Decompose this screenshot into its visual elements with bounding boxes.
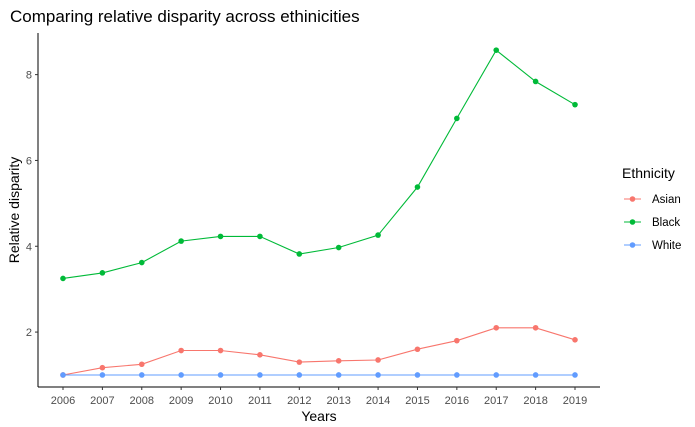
x-tick-label: 2012 <box>287 395 311 407</box>
data-point-white <box>375 372 381 378</box>
data-point-asian <box>138 361 145 368</box>
legend-title: Ethnicity <box>622 165 675 181</box>
data-point-black <box>138 259 145 266</box>
data-point-white <box>335 372 342 378</box>
x-tick-label: 2019 <box>563 395 587 407</box>
data-point-white <box>414 372 421 378</box>
x-tick-label: 2008 <box>130 395 154 407</box>
legend-item-asian: Asian <box>624 194 681 206</box>
data-point-white <box>493 372 500 378</box>
data-point-white <box>257 372 263 378</box>
x-tick-label: 2018 <box>523 395 547 407</box>
data-point-asian <box>532 324 539 331</box>
data-point-white <box>178 372 184 378</box>
legend-key-point <box>629 219 636 225</box>
data-point-asian <box>414 346 421 353</box>
legend-label: Black <box>652 217 680 229</box>
x-axis-title: Years <box>301 408 336 424</box>
data-point-black <box>375 232 381 238</box>
legend: Ethnicity Asian Black White <box>622 165 681 252</box>
series-asian <box>60 324 578 378</box>
data-point-asian <box>335 358 342 364</box>
plot-area: 2 4 6 8 2006 2007 2008 2009 2010 2011 2012 2013 201… <box>26 33 600 407</box>
x-tick-label: 2010 <box>208 395 232 407</box>
legend-item-black: Black <box>624 217 680 229</box>
data-point-black <box>296 251 303 257</box>
data-point-black <box>493 47 500 53</box>
legend-key-point <box>629 196 636 202</box>
x-tick-label: 2016 <box>445 395 469 407</box>
data-point-black <box>532 78 539 85</box>
legend-items: Asian Black White <box>624 194 681 252</box>
x-tick-label: 2015 <box>405 395 429 407</box>
chart-title: Comparing relative disparity across ethi… <box>10 7 360 26</box>
data-point-asian <box>493 324 500 331</box>
data-point-asian <box>178 347 184 354</box>
y-tick-label: 6 <box>26 155 32 167</box>
data-point-white <box>217 372 224 378</box>
x-tick-label: 2017 <box>484 395 508 407</box>
data-point-black <box>257 233 263 240</box>
legend-item-white: White <box>624 240 681 252</box>
x-axis-ticks: 2006 2007 2008 2009 2010 2011 2012 2013 2014 2015… <box>51 387 587 407</box>
y-tick-label: 2 <box>26 327 32 339</box>
data-point-asian <box>572 337 578 343</box>
x-tick-label: 2013 <box>326 395 350 407</box>
data-point-white <box>296 372 303 378</box>
data-point-asian <box>375 357 381 363</box>
x-tick-label: 2014 <box>366 395 390 407</box>
series-black <box>60 47 578 282</box>
data-point-black <box>572 101 578 108</box>
y-tick-label: 8 <box>26 70 32 82</box>
data-point-asian <box>257 352 263 358</box>
data-point-black <box>178 238 184 244</box>
data-point-black <box>60 275 66 282</box>
y-tick-label: 4 <box>26 241 32 253</box>
data-point-white <box>138 372 145 378</box>
data-point-asian <box>217 347 224 354</box>
legend-label: White <box>652 240 681 252</box>
data-point-asian <box>296 359 303 365</box>
data-point-white <box>572 372 578 378</box>
series-white <box>60 372 578 378</box>
x-tick-label: 2009 <box>169 395 193 407</box>
data-point-asian <box>99 364 106 371</box>
data-point-white <box>454 372 460 378</box>
data-point-asian <box>454 337 460 344</box>
x-tick-label: 2007 <box>90 395 114 407</box>
data-point-black <box>414 184 421 190</box>
data-point-white <box>99 372 106 378</box>
data-point-white <box>532 372 539 378</box>
legend-label: Asian <box>652 194 681 206</box>
y-axis-ticks: 2 4 6 8 <box>26 70 38 339</box>
series-line-black <box>62 49 576 279</box>
series-group <box>60 47 578 378</box>
data-point-black <box>99 270 106 276</box>
x-tick-label: 2011 <box>248 395 272 407</box>
y-axis-title: Relative disparity <box>6 157 22 264</box>
data-point-black <box>454 115 460 122</box>
series-line-asian <box>62 327 576 376</box>
legend-key-point <box>629 242 636 248</box>
data-point-white <box>60 372 66 378</box>
data-point-black <box>217 233 224 240</box>
data-point-black <box>335 244 342 251</box>
x-tick-label: 2006 <box>51 395 75 407</box>
